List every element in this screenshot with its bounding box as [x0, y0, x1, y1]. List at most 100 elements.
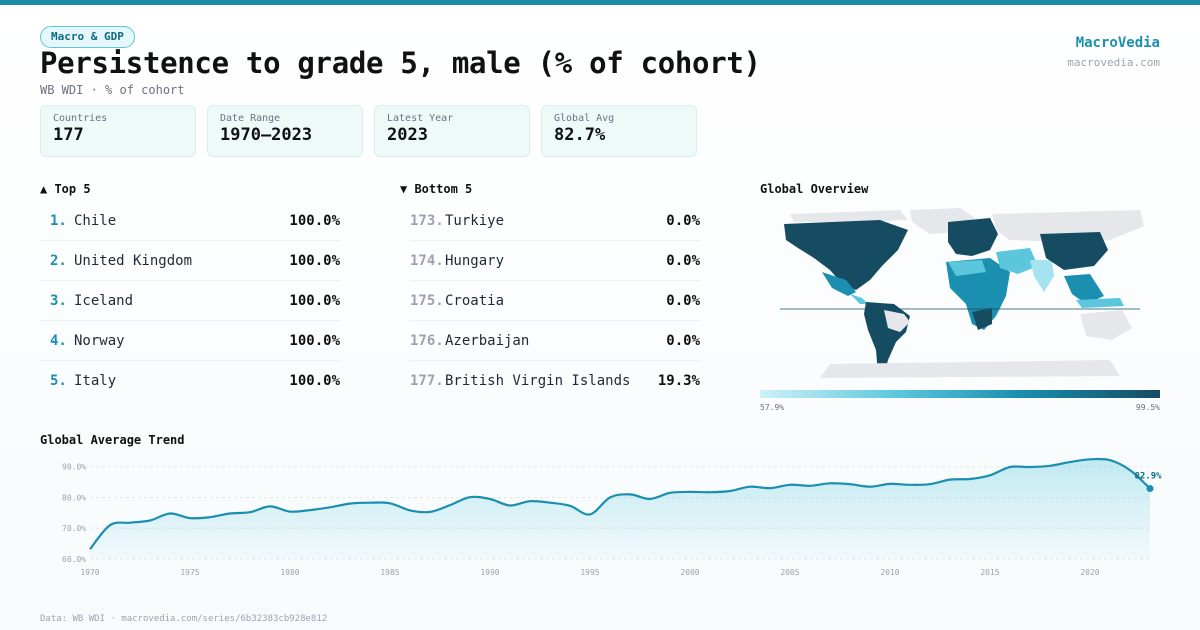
stat-value: 177	[53, 125, 84, 145]
country-name: British Virgin Islands	[445, 373, 631, 389]
brand-url[interactable]: macrovedia.com	[1067, 56, 1160, 69]
list-item[interactable]: 175. Croatia 0.0%	[410, 281, 700, 321]
x-tick-label: 1985	[380, 568, 399, 577]
stat-card-latest-year: Latest Year 2023	[374, 105, 530, 157]
rank-number: 1.	[50, 212, 67, 229]
list-item[interactable]: 1. Chile 100.0%	[40, 201, 340, 241]
rank-number: 177.	[410, 373, 444, 389]
country-name: Italy	[74, 373, 117, 389]
x-tick-label: 2020	[1080, 568, 1099, 577]
stat-card-global-avg: Global Avg 82.7%	[541, 105, 697, 157]
country-name: Iceland	[74, 292, 134, 309]
map-region-indonesia[interactable]	[1076, 298, 1124, 308]
stat-value: 82.7%	[554, 125, 606, 145]
map-region-brazil[interactable]	[884, 310, 910, 332]
x-tick-label: 2005	[780, 568, 799, 577]
map-region-russia[interactable]	[992, 210, 1144, 242]
map-region-arctic[interactable]	[790, 210, 908, 222]
country-value: 100.0%	[289, 212, 340, 229]
map-region-antarctica[interactable]	[820, 360, 1120, 378]
map-region-southeast-asia[interactable]	[1064, 274, 1104, 304]
country-value: 100.0%	[289, 373, 340, 389]
map-legend-gradient	[760, 390, 1160, 398]
top-accent-bar	[0, 0, 1200, 5]
map-region-africa-north[interactable]	[948, 260, 986, 276]
list-item[interactable]: 3. Iceland 100.0%	[40, 281, 340, 321]
map-title: Global Overview	[760, 182, 869, 196]
rank-number: 5.	[50, 373, 67, 389]
country-value: 0.0%	[666, 212, 700, 229]
rank-number: 173.	[410, 212, 444, 229]
country-value: 0.0%	[666, 292, 700, 309]
trend-end-label: 82.9%	[1134, 472, 1162, 482]
country-value: 19.3%	[657, 373, 700, 389]
category-badge[interactable]: Macro & GDP	[40, 26, 135, 48]
x-tick-label: 1970	[80, 568, 99, 577]
map-region-central-america[interactable]	[850, 294, 868, 304]
map-region-middle-east[interactable]	[996, 248, 1038, 274]
list-item[interactable]: 176. Azerbaijan 0.0%	[410, 321, 700, 361]
rank-number: 4.	[50, 332, 67, 349]
stat-label: Global Avg	[554, 113, 615, 124]
map-legend-max: 99.5%	[1135, 403, 1160, 412]
country-value: 100.0%	[289, 252, 340, 269]
world-choropleth-map[interactable]	[760, 200, 1160, 380]
y-tick-label: 80.0%	[62, 493, 86, 502]
x-tick-label: 2000	[680, 568, 699, 577]
map-region-mexico[interactable]	[822, 272, 856, 296]
top5-title: ▲ Top 5	[40, 182, 91, 196]
stat-card-countries: Countries 177	[40, 105, 196, 157]
footer-source: Data: WB WDI · macrovedia.com/series/6b3…	[40, 614, 328, 624]
brand-logo[interactable]: MacroVedia	[1075, 35, 1160, 51]
list-item[interactable]: 173. Turkiye 0.0%	[410, 201, 700, 241]
bottom5-list: 173. Turkiye 0.0% 174. Hungary 0.0% 175.…	[410, 201, 700, 401]
country-value: 100.0%	[289, 332, 340, 349]
page-title: Persistence to grade 5, male (% of cohor…	[40, 46, 761, 80]
country-value: 100.0%	[289, 292, 340, 309]
country-value: 0.0%	[666, 332, 700, 349]
map-region-north-america[interactable]	[784, 220, 908, 290]
y-tick-label: 60.0%	[62, 555, 86, 564]
list-item[interactable]: 177. British Virgin Islands 19.3%	[410, 361, 700, 401]
x-tick-label: 2015	[980, 568, 999, 577]
list-item[interactable]: 4. Norway 100.0%	[40, 321, 340, 361]
x-tick-label: 2010	[880, 568, 899, 577]
map-region-europe[interactable]	[948, 218, 998, 256]
list-item[interactable]: 2. United Kingdom 100.0%	[40, 241, 340, 281]
x-tick-label: 1990	[480, 568, 499, 577]
trend-line	[89, 457, 1151, 550]
rank-number: 2.	[50, 252, 67, 269]
country-name: Croatia	[445, 292, 505, 309]
country-name: Chile	[74, 212, 117, 229]
map-region-australia[interactable]	[1080, 310, 1132, 340]
bottom5-title: ▼ Bottom 5	[400, 182, 473, 196]
y-tick-label: 90.0%	[62, 463, 86, 472]
country-value: 0.0%	[666, 252, 700, 269]
trend-area	[90, 458, 1150, 559]
stat-label: Date Range	[220, 113, 281, 124]
country-name: United Kingdom	[74, 252, 193, 269]
page-subtitle: WB WDI · % of cohort	[40, 83, 185, 97]
map-region-africa[interactable]	[946, 258, 1010, 330]
stat-label: Latest Year	[387, 113, 454, 124]
rank-number: 174.	[410, 252, 444, 269]
map-legend-min: 57.9%	[760, 403, 785, 412]
map-region-africa-south[interactable]	[972, 308, 992, 330]
map-region-east-asia[interactable]	[1040, 232, 1108, 270]
list-item[interactable]: 174. Hungary 0.0%	[410, 241, 700, 281]
x-tick-label: 1975	[180, 568, 199, 577]
list-item[interactable]: 5. Italy 100.0%	[40, 361, 340, 401]
rank-number: 3.	[50, 292, 67, 309]
rank-number: 176.	[410, 332, 444, 349]
country-name: Azerbaijan	[445, 332, 530, 349]
top5-list: 1. Chile 100.0% 2. United Kingdom 100.0%…	[40, 201, 340, 401]
stat-value: 2023	[387, 125, 428, 145]
trend-line-chart[interactable]: 60.0% 70.0% 80.0% 90.0% 1970 1975 1980 1985 1990…	[40, 455, 1165, 587]
country-name: Norway	[74, 332, 125, 349]
x-tick-label: 1980	[280, 568, 299, 577]
stat-value: 1970–2023	[220, 125, 313, 145]
trend-end-point[interactable]	[1146, 485, 1154, 493]
country-name: Hungary	[445, 252, 505, 269]
map-region-india[interactable]	[1030, 260, 1054, 292]
stat-card-date-range: Date Range 1970–2023	[207, 105, 363, 157]
